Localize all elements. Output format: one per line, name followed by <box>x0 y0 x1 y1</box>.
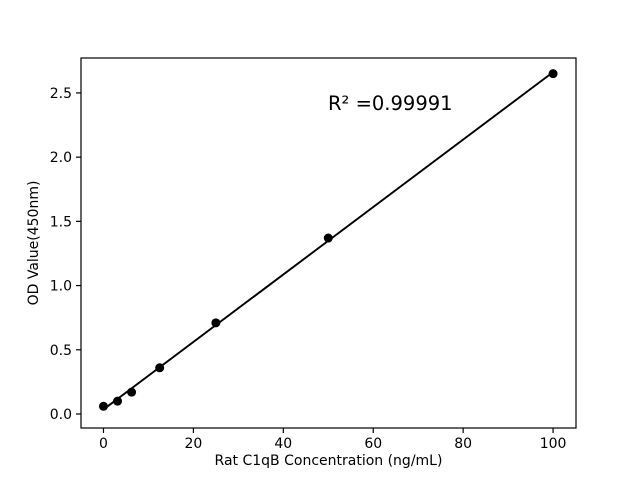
data-point <box>548 69 558 79</box>
plot-border <box>80 57 577 429</box>
r-squared-annotation: R² =0.99991 <box>328 92 453 115</box>
data-point <box>211 318 221 328</box>
x-tick-label: 100 <box>540 436 567 452</box>
x-tick-label: 40 <box>274 436 292 452</box>
x-tick-label: 80 <box>454 436 472 452</box>
y-tick-label: 1.5 <box>50 214 72 230</box>
y-tick-label: 0.0 <box>50 407 72 423</box>
data-point <box>98 401 108 411</box>
y-tick-label: 1.0 <box>50 279 72 295</box>
x-tick-label: 20 <box>184 436 202 452</box>
plot-area: 0 20 40 60 80 100 0.0 0.5 1.0 1.5 2.0 2.5 <box>50 57 577 452</box>
y-tick-label: 2.0 <box>50 150 72 166</box>
data-point <box>127 387 137 397</box>
data-point <box>155 363 165 373</box>
x-axis-label: Rat C1qB Concentration (ng/mL) <box>215 453 443 469</box>
y-tick-label: 0.5 <box>50 343 72 359</box>
data-point <box>113 396 123 406</box>
y-tick-label: 2.5 <box>50 86 72 102</box>
y-axis-label: OD Value(450nm) <box>26 181 42 306</box>
x-tick-label: 0 <box>99 436 108 452</box>
x-tick-label: 60 <box>364 436 382 452</box>
data-point <box>323 233 333 243</box>
